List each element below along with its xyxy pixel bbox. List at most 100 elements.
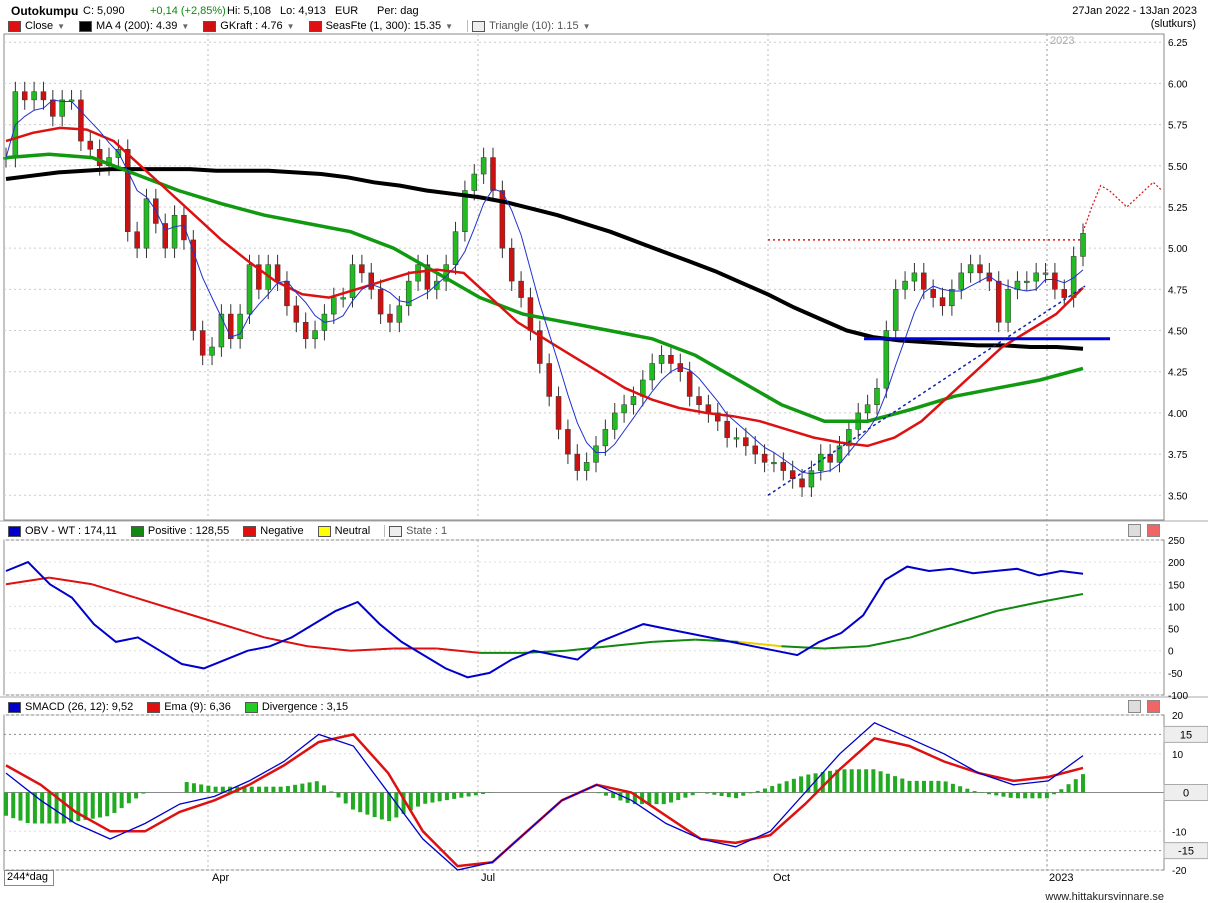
candle-body	[800, 479, 805, 487]
divergence-bar	[387, 793, 391, 822]
divergence-bar	[683, 793, 687, 798]
divergence-bar	[264, 787, 268, 793]
obv-signal-segment	[49, 578, 92, 585]
divergence-bar	[662, 793, 666, 805]
divergence-bar	[438, 793, 442, 802]
obv-signal-segment	[308, 646, 351, 650]
divergence-bar	[40, 793, 44, 824]
divergence-bar	[929, 781, 933, 793]
candle-body	[313, 331, 318, 339]
divergence-bar	[127, 793, 131, 804]
candle-body	[125, 149, 130, 231]
price-tick-label: 5.25	[1168, 203, 1188, 214]
divergence-bar	[850, 769, 854, 792]
candle-body	[41, 92, 46, 100]
candle-body	[1062, 289, 1067, 297]
candle-body	[172, 215, 177, 248]
divergence-bar	[1016, 793, 1020, 799]
divergence-bar	[886, 774, 890, 793]
divergence-bar	[597, 793, 601, 794]
divergence-bar	[185, 782, 189, 792]
divergence-bar	[279, 787, 283, 793]
candle-body	[959, 273, 964, 289]
divergence-bar	[459, 793, 463, 798]
candle-body	[88, 141, 93, 149]
obv-tick-label: 100	[1168, 602, 1185, 613]
obv-tick-label: -50	[1168, 669, 1183, 680]
obv-tick-label: 150	[1168, 580, 1185, 591]
divergence-bar	[286, 786, 290, 792]
month-label-oct: Oct	[773, 872, 790, 884]
price-tick-label: 5.00	[1168, 244, 1188, 255]
year-marker: 2023	[1050, 35, 1074, 47]
candle-body	[387, 314, 392, 322]
candle-body	[903, 281, 908, 289]
obv-tick-label: 250	[1168, 536, 1185, 547]
divergence-bar	[734, 793, 738, 799]
divergence-bar	[76, 793, 80, 822]
macd-panel	[4, 723, 1085, 870]
obv-signal-segment	[997, 602, 1040, 611]
obv-tick-label: 200	[1168, 558, 1185, 569]
candle-body	[200, 331, 205, 356]
candle-body	[921, 273, 926, 289]
candle-body	[228, 314, 233, 339]
divergence-bar	[257, 787, 261, 793]
divergence-bar	[4, 793, 8, 816]
candle-body	[453, 232, 458, 265]
smacd-line	[6, 723, 1083, 870]
divergence-bar	[358, 793, 362, 813]
divergence-bar	[994, 793, 998, 796]
obv-signal-segment	[954, 611, 997, 624]
candle-body	[931, 289, 936, 297]
month-label-apr: Apr	[212, 872, 229, 884]
candle-body	[781, 462, 786, 470]
divergence-bar	[452, 793, 456, 799]
price-tick-label: 4.50	[1168, 327, 1188, 338]
candle-body	[50, 100, 55, 116]
watermark: www.hittakursvinnare.se	[1045, 891, 1164, 903]
month-label-jul: Jul	[481, 872, 495, 884]
candle-body	[1034, 273, 1039, 281]
macd-level-label: -15	[1178, 846, 1194, 858]
divergence-bar	[691, 793, 695, 796]
candle-body	[622, 405, 627, 413]
divergence-bar	[842, 769, 846, 792]
candle-body	[594, 446, 599, 462]
candle-body	[706, 405, 711, 413]
divergence-bar	[655, 793, 659, 805]
divergence-bar	[199, 784, 203, 792]
candle-body	[753, 446, 758, 454]
divergence-bar	[712, 793, 716, 795]
period-label-text: 244*dag	[7, 871, 48, 883]
divergence-bar	[1023, 793, 1027, 799]
divergence-bar	[705, 793, 709, 794]
candle-body	[547, 363, 552, 396]
candle-body	[1024, 281, 1029, 283]
candle-body	[472, 174, 477, 190]
divergence-bar	[987, 793, 991, 795]
divergence-bar	[423, 793, 427, 804]
divergence-bar	[329, 791, 333, 792]
candle-body	[22, 92, 27, 100]
divergence-bar	[141, 793, 145, 794]
ma200-line	[6, 169, 1083, 349]
candle-body	[191, 240, 196, 331]
candle-body	[135, 232, 140, 248]
divergence-bar	[958, 786, 962, 792]
divergence-bar	[741, 793, 745, 796]
obv-signal-segment	[6, 578, 49, 585]
candle-body	[650, 363, 655, 379]
obv-signal-segment	[351, 649, 394, 651]
divergence-bar	[669, 793, 673, 803]
divergence-bar	[112, 793, 116, 813]
obv-signal-segment	[92, 584, 135, 597]
obv-signal-segment	[221, 624, 264, 637]
divergence-bar	[1059, 789, 1063, 792]
candle-body	[490, 158, 495, 191]
price-tick-label: 3.75	[1168, 450, 1188, 461]
divergence-bar	[47, 793, 51, 824]
obv-panel	[6, 562, 1083, 677]
divergence-bar	[315, 781, 319, 792]
